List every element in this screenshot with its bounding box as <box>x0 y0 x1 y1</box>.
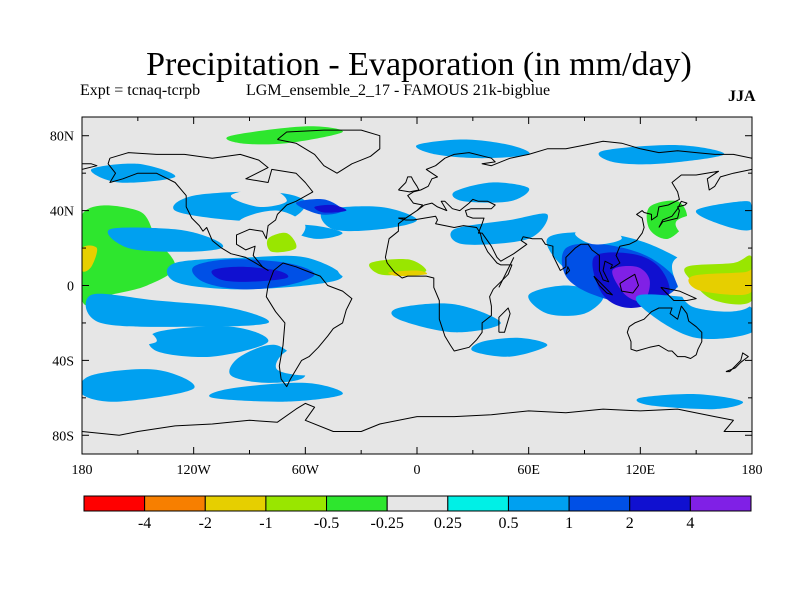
colorbar-swatch-1 <box>144 495 206 512</box>
y-tick-label-1: 40N <box>50 205 74 220</box>
colorbar-label-9: 4 <box>686 515 694 532</box>
contour-region-28 <box>209 382 343 402</box>
colorbar-swatch-10 <box>689 495 752 512</box>
contour-region-50 <box>491 120 576 131</box>
contour-region-45 <box>696 201 752 231</box>
contour-region-7 <box>82 369 195 402</box>
coastlines <box>82 129 752 436</box>
contour-region-46 <box>452 182 530 203</box>
colorbar-swatch-2 <box>204 495 267 512</box>
contour-region-57 <box>100 326 157 346</box>
colorbar: -4 -2 -1 -0.5 -0.25 0.25 0.5 1 2 4 <box>83 495 752 532</box>
contour-region-30 <box>636 394 744 410</box>
contour-region-4 <box>85 293 270 327</box>
contour-region-27 <box>449 393 567 413</box>
contour-region-37 <box>612 266 650 302</box>
x-tick-label-3: 0 <box>414 463 421 478</box>
coastline-7 <box>498 307 511 333</box>
contour-region-5 <box>148 326 269 358</box>
colorbar-label-3: -0.5 <box>314 515 339 532</box>
contour-region-49 <box>379 130 437 140</box>
contour-region-10 <box>320 206 417 232</box>
coastline-2 <box>277 129 381 174</box>
contour-region-21 <box>318 289 418 314</box>
colorbar-label-2: -1 <box>259 515 272 532</box>
coastline-17 <box>498 257 515 288</box>
contour-region-24 <box>471 337 548 357</box>
colorbar-swatch-4 <box>326 495 388 512</box>
colorbar-swatch-8 <box>568 495 631 512</box>
contour-region-33 <box>528 285 604 316</box>
contour-region-56 <box>370 157 418 178</box>
colorbar-swatch-6 <box>447 495 509 512</box>
experiment-label: Expt = tcnaq-tcrpb <box>80 82 201 99</box>
contour-region-47 <box>505 163 576 183</box>
colorbar-label-0: -4 <box>138 515 151 532</box>
coastline-13 <box>660 286 697 301</box>
contour-region-52 <box>267 168 325 189</box>
contour-region-55 <box>598 145 725 165</box>
season-label: JJA <box>728 88 756 105</box>
colorbar-label-1: -2 <box>199 515 212 532</box>
colorbar-swatch-7 <box>507 495 570 512</box>
contour-region-2 <box>82 245 98 272</box>
y-tick-label-0: 80N <box>50 130 74 145</box>
coastline-11 <box>593 275 613 296</box>
y-tick-label-2: 0 <box>67 280 74 295</box>
coastline-14 <box>82 402 752 436</box>
chart-title: Precipitation - Evaporation (in mm/day) <box>146 46 692 83</box>
y-tick-label-4: 80S <box>52 429 74 444</box>
contour-region-23 <box>391 303 501 333</box>
y-axis: 80N 40N 0 40S 80S <box>50 130 752 444</box>
colorbar-label-5: 0.25 <box>434 515 462 532</box>
coastline-10 <box>658 200 688 228</box>
coastline-9 <box>398 176 420 193</box>
colorbar-swatch-9 <box>629 495 691 512</box>
x-tick-label-6: 180 <box>742 463 763 478</box>
contour-region-15 <box>314 204 347 213</box>
coastline-6 <box>384 215 513 352</box>
contour-region-53 <box>230 187 287 208</box>
colorbar-label-6: 0.5 <box>498 515 518 532</box>
coastline-15 <box>725 352 749 373</box>
colorbar-swatch-5 <box>386 495 449 512</box>
x-tick-label-2: 60W <box>292 463 320 478</box>
contour-region-3 <box>107 227 224 252</box>
contour-region-39 <box>575 225 622 245</box>
x-tick-label-5: 120E <box>626 463 656 478</box>
contour-region-48 <box>415 139 530 159</box>
colorbar-swatch-3 <box>265 495 328 512</box>
contour-region-32 <box>471 270 530 301</box>
contour-region-13 <box>211 266 289 282</box>
contour-region-22 <box>360 332 455 357</box>
contour-region-25 <box>356 365 436 389</box>
coastline-4 <box>82 163 98 170</box>
contour-region-17 <box>266 232 297 253</box>
ensemble-label: LGM_ensemble_2_17 - FAMOUS 21k-bigblue <box>246 82 551 99</box>
x-tick-label-4: 60E <box>517 463 540 478</box>
colorbar-label-7: 1 <box>565 515 573 532</box>
coastline-12 <box>619 273 639 294</box>
colorbar-swatch-0 <box>83 495 146 512</box>
x-axis: 180 120W 60W 0 60E 120E 180 <box>72 117 763 478</box>
coastline-5 <box>416 168 752 283</box>
coastline-0 <box>107 152 314 271</box>
contour-region-29 <box>115 412 188 426</box>
x-tick-label-0: 180 <box>72 463 93 478</box>
contour-regions <box>82 120 752 426</box>
colorbar-label-4: -0.25 <box>371 515 404 532</box>
colorbar-label-8: 2 <box>626 515 634 532</box>
x-tick-label-1: 120W <box>177 463 212 478</box>
coastline-1 <box>265 262 353 388</box>
coastline-3 <box>398 140 752 219</box>
y-tick-label-3: 40S <box>52 354 74 369</box>
coastline-8 <box>626 305 703 359</box>
coastline-16 <box>565 266 571 275</box>
contour-region-44 <box>688 269 752 296</box>
